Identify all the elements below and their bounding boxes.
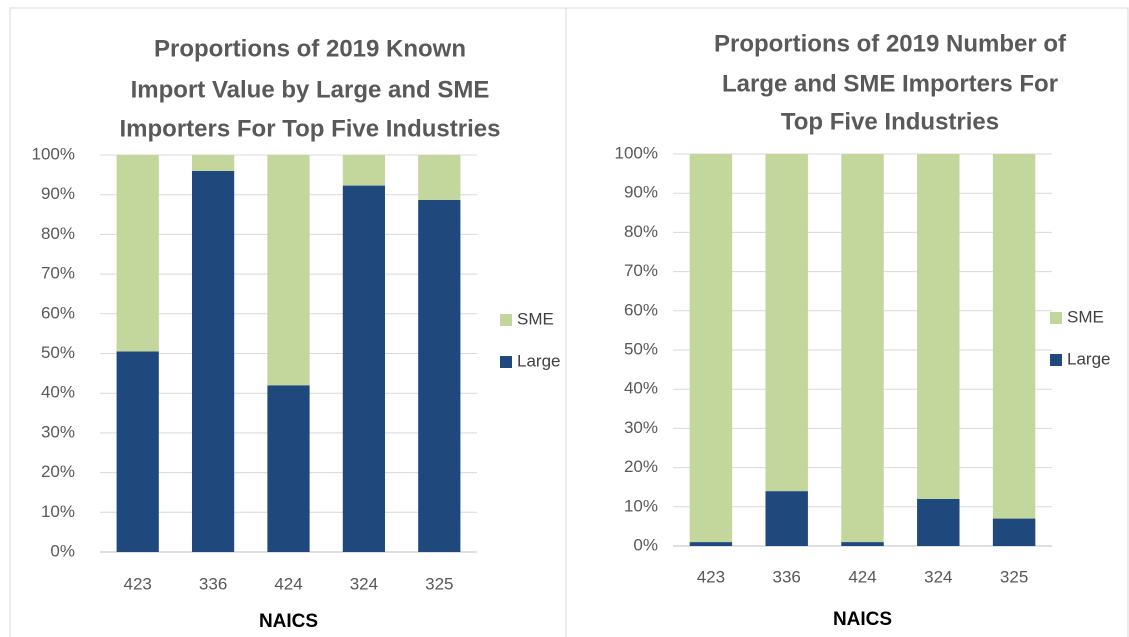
- bar-segment: [765, 154, 808, 492]
- y-tick-label: 90%: [41, 184, 75, 203]
- bar-segment: [841, 154, 884, 543]
- y-tick-label: 60%: [41, 303, 75, 322]
- y-tick-label: 70%: [41, 264, 75, 283]
- x-tick-label: 325: [425, 574, 453, 593]
- bar-segment: [689, 154, 733, 543]
- legend-swatch: [500, 356, 512, 368]
- y-tick-label: 30%: [41, 422, 75, 441]
- chart-title: Top Five Industries: [781, 108, 999, 135]
- bar-segment: [116, 351, 159, 552]
- y-tick-label: 40%: [624, 379, 658, 398]
- chart-title: Large and SME Importers For: [722, 70, 1058, 97]
- y-tick-label: 80%: [624, 222, 658, 241]
- bar-segment: [841, 542, 884, 546]
- bar-segment: [992, 518, 1036, 546]
- bar-segment: [917, 498, 960, 546]
- bar-segment: [191, 170, 235, 552]
- y-tick-label: 30%: [624, 418, 658, 437]
- legend-label: Large: [1067, 349, 1110, 368]
- bar-segment: [342, 155, 386, 186]
- legend-label: SME: [1067, 307, 1104, 326]
- bar-segment: [116, 155, 159, 352]
- y-tick-label: 80%: [41, 224, 75, 243]
- bar-segment: [418, 155, 461, 200]
- x-tick-label: 424: [274, 574, 302, 593]
- x-axis-title: NAICS: [833, 609, 892, 630]
- y-tick-label: 20%: [624, 457, 658, 476]
- chart-title: Proportions of 2019 Number of: [714, 30, 1067, 57]
- bar-segment: [765, 491, 808, 546]
- chart-title: Proportions of 2019 Known: [154, 35, 466, 62]
- x-tick-label: 424: [848, 567, 876, 586]
- x-axis-title: NAICS: [259, 611, 318, 632]
- x-tick-label: 324: [924, 567, 952, 586]
- bar-segment: [267, 385, 310, 552]
- panel-border: [565, 7, 1129, 637]
- bar-segment: [342, 185, 386, 552]
- legend-swatch: [1050, 312, 1062, 324]
- y-tick-label: 100%: [32, 144, 75, 163]
- x-tick-label: 336: [773, 567, 801, 586]
- bar-segment: [992, 154, 1036, 519]
- legend-label: Large: [517, 351, 560, 370]
- y-tick-label: 90%: [624, 183, 658, 202]
- x-tick-label: 324: [350, 574, 378, 593]
- x-tick-label: 423: [124, 574, 152, 593]
- chart-title: Importers For Top Five Industries: [120, 115, 501, 142]
- y-tick-label: 10%: [624, 496, 658, 515]
- y-tick-label: 70%: [624, 261, 658, 280]
- y-tick-label: 60%: [624, 300, 658, 319]
- y-tick-label: 50%: [41, 343, 75, 362]
- x-tick-label: 325: [1000, 567, 1028, 586]
- y-tick-label: 10%: [41, 502, 75, 521]
- y-tick-label: 0%: [633, 535, 658, 554]
- y-tick-label: 40%: [41, 383, 75, 402]
- legend-label: SME: [517, 309, 554, 328]
- y-tick-label: 0%: [50, 541, 75, 560]
- bar-segment: [689, 542, 733, 546]
- bar-segment: [267, 155, 310, 386]
- legend-swatch: [1050, 354, 1062, 366]
- y-tick-label: 50%: [624, 339, 658, 358]
- legend-swatch: [500, 314, 512, 326]
- bar-segment: [191, 155, 235, 171]
- bar-segment: [917, 154, 960, 499]
- y-tick-label: 20%: [41, 462, 75, 481]
- x-tick-label: 336: [199, 574, 227, 593]
- bar-segment: [418, 199, 461, 552]
- chart-title: Import Value by Large and SME: [131, 76, 490, 103]
- y-tick-label: 100%: [615, 143, 658, 162]
- x-tick-label: 423: [697, 567, 725, 586]
